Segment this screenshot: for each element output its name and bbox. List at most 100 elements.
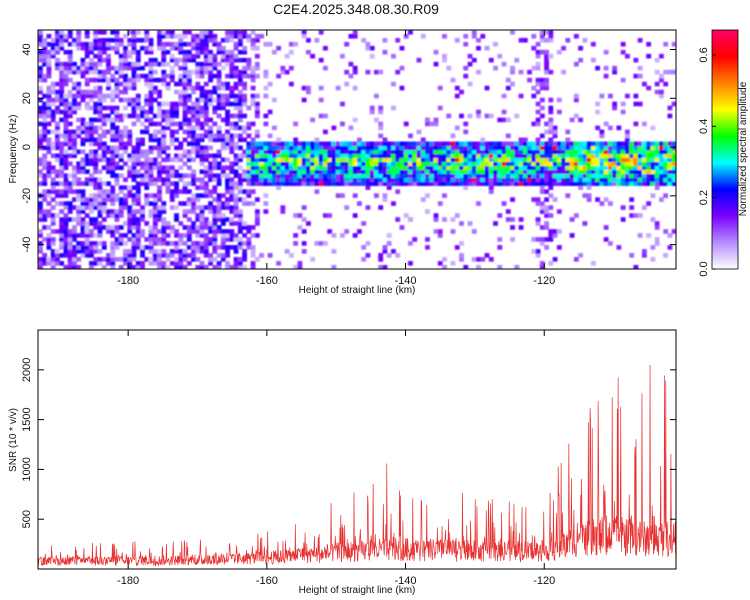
heatmap-cell [254,257,260,262]
heatmap-cell [93,93,99,99]
heatmap-cell [476,113,481,119]
heatmap-cell [646,145,652,151]
heatmap-cell [84,137,90,143]
heatmap-cell [565,177,571,182]
heatmap-cell [63,77,69,83]
heatmap-cell [535,101,541,107]
heatmap-cell [646,41,652,47]
heatmap-cell [182,161,188,167]
heatmap-cell [310,157,316,163]
heatmap-cell [208,97,213,103]
heatmap-cell [123,77,128,83]
heatmap-cell [590,165,596,171]
heatmap-cell [140,245,145,250]
heatmap-cell [305,173,311,178]
heatmap-cell [310,153,316,159]
heatmap-cell [641,141,647,147]
heatmap-cell [276,181,282,186]
heatmap-cell [59,221,65,226]
heatmap-cell [38,77,43,83]
heatmap-cell [429,161,435,167]
heatmap-cell [131,153,137,159]
heatmap-cell [72,137,77,143]
heatmap-cell [599,169,605,174]
heatmap-cell [50,165,56,171]
heatmap-cell [391,153,396,159]
heatmap-cell [186,153,192,159]
heatmap-cell [518,157,524,163]
heatmap-cell [229,265,235,269]
heatmap-cell [80,201,86,206]
heatmap-cell [531,169,537,174]
heatmap-cell [573,213,579,218]
heatmap-cell [135,37,141,43]
heatmap-cell [195,121,201,127]
heatmap-cell [237,257,243,262]
heatmap-cell [463,177,469,182]
heatmap-cell [225,201,230,206]
heatmap-cell [67,229,73,234]
heatmap-cell [229,221,235,226]
heatmap-cell [450,157,456,163]
heatmap-cell [403,161,409,167]
heatmap-cell [667,161,673,167]
heatmap-cell [186,93,192,99]
heatmap-cell [169,45,175,51]
heatmap-cell [225,121,230,127]
heatmap-cell [131,237,137,242]
heatmap-cell [569,165,575,171]
heatmap-cell [403,173,409,178]
heatmap-cell [50,101,56,107]
heatmap-cell [442,161,447,167]
heatmap-cell [93,241,99,246]
heatmap-cell [220,133,226,139]
heatmap-cell [250,69,256,75]
heatmap-cell [182,117,188,123]
heatmap-cell [573,257,579,262]
heatmap-cell [607,201,613,206]
heatmap-cell [97,113,103,119]
heatmap-cell [624,173,630,178]
heatmap-cell [114,193,120,198]
heatmap-cell [429,153,435,159]
heatmap-cell [288,165,294,171]
heatmap-cell [169,169,175,174]
heatmap-cell [429,121,435,127]
heatmap-cell [199,137,205,143]
heatmap-cell [382,177,388,182]
heatmap-cell [165,101,171,107]
heatmap-cell [50,145,56,151]
heatmap-cell [114,173,120,178]
heatmap-cell [84,129,90,135]
heatmap-cell [208,169,213,174]
heatmap-cell [140,65,145,71]
heatmap-cell [169,69,175,75]
heatmap-cell [169,30,175,35]
heatmap-cell [539,169,545,174]
heatmap-cell [556,157,562,163]
heatmap-cell [229,181,235,186]
heatmap-cell [233,157,239,163]
heatmap-cell [297,141,303,147]
heatmap-cell [535,181,541,186]
heatmap-cell [629,149,635,155]
heatmap-cell [301,165,307,171]
heatmap-cell [416,149,422,155]
heatmap-cell [510,237,515,242]
heatmap-cell [169,157,175,163]
heatmap-cell [531,173,537,178]
heatmap-cell [408,165,413,171]
heatmap-cell [437,169,443,174]
heatmap-cell [76,189,82,194]
heatmap-cell [561,145,567,151]
heatmap-cell [148,45,154,51]
heatmap-cell [339,165,345,171]
heatmap-cell [135,101,141,107]
heatmap-cell [361,161,367,167]
heatmap-cell [76,93,82,99]
x-tick-label: -180 [117,575,139,587]
heatmap-cell [276,149,282,155]
snr-frame [37,329,677,570]
heatmap-cell [216,133,222,139]
heatmap-cell [165,113,171,119]
